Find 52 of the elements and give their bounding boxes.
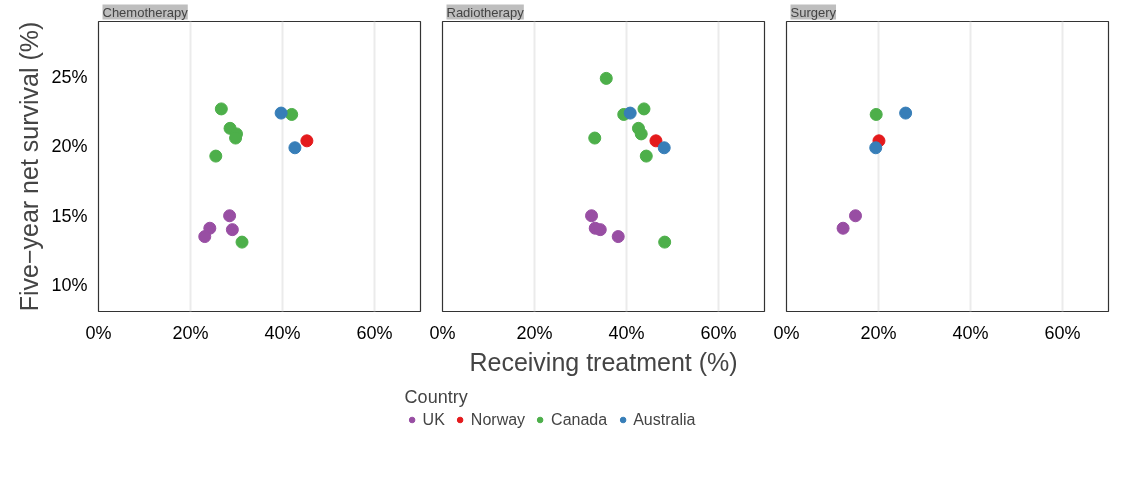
y-tick-label: 20% <box>51 136 88 157</box>
point <box>285 107 299 121</box>
point <box>649 134 663 148</box>
point <box>657 141 671 155</box>
point <box>585 209 599 223</box>
y-tick-label: 25% <box>51 67 88 87</box>
point <box>214 102 228 116</box>
point <box>869 107 883 121</box>
chart-title: Chemotherapy <box>102 4 189 20</box>
chart-title: Radiotherapy <box>446 4 525 20</box>
point <box>274 106 288 120</box>
point <box>899 106 913 120</box>
x-tick-label: 60% <box>356 322 393 343</box>
point <box>288 141 302 155</box>
x-axis-title: Receiving treatment (%) <box>469 347 738 376</box>
point <box>658 235 672 249</box>
x-tick-label: 0% <box>429 322 456 343</box>
legend-label: Australia <box>633 410 696 429</box>
point <box>599 71 613 85</box>
x-tick-label: 0% <box>85 322 112 343</box>
point <box>611 230 625 244</box>
legend-title: Country <box>404 386 469 408</box>
point <box>869 141 883 155</box>
point <box>849 209 862 223</box>
x-tick-label: 40% <box>608 322 645 343</box>
y-tick-label: 15% <box>51 205 88 226</box>
y-tick-label: 10% <box>51 275 88 296</box>
x-tick-label: 40% <box>264 322 301 343</box>
legend-label: Norway <box>470 410 526 429</box>
point <box>639 149 653 163</box>
point <box>634 127 648 141</box>
x-tick-label: 20% <box>516 322 553 343</box>
point <box>198 230 212 244</box>
point <box>623 106 637 120</box>
point <box>836 221 850 235</box>
legend-label: Canada <box>551 410 608 429</box>
point <box>209 149 223 163</box>
point <box>223 209 237 223</box>
point <box>225 223 239 237</box>
x-tick-label: 20% <box>172 322 209 343</box>
point <box>235 235 249 249</box>
x-tick-label: 0% <box>773 322 800 343</box>
legend-label: UK <box>422 410 445 429</box>
point <box>588 131 602 145</box>
y-axis-title: Five−year net survival (%) <box>15 21 44 312</box>
point <box>300 134 314 148</box>
chart-title: Surgery <box>790 4 837 20</box>
x-tick-label: 40% <box>952 322 989 343</box>
x-tick-label: 60% <box>1044 322 1081 343</box>
point <box>637 102 651 116</box>
x-tick-label: 60% <box>700 322 737 343</box>
x-tick-label: 20% <box>860 322 897 343</box>
